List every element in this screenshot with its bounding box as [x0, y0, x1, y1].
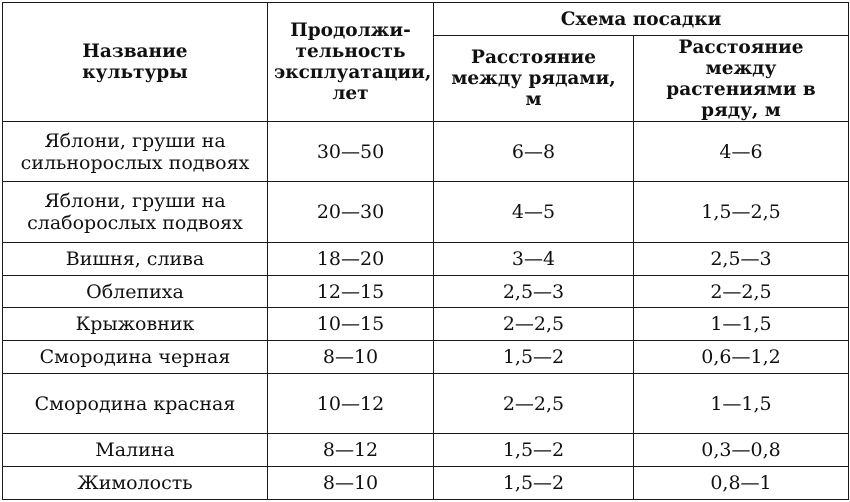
header-row-spacing: Расстояние между рядами, м [433, 35, 634, 122]
duration-cell: 10—12 [267, 372, 434, 435]
duration-cell: 8—10 [267, 340, 434, 374]
plant-spacing-cell: 0,3—0,8 [632, 433, 850, 468]
header-duration: Продолжи-тельность эксплуатации, лет [267, 2, 434, 122]
row-spacing-cell: 4—5 [433, 181, 634, 243]
row-spacing-cell: 6—8 [433, 120, 634, 183]
plant-spacing-cell: 1—1,5 [632, 372, 850, 435]
crop-name-cell: Яблони, груши на слаборослых подвоях [2, 181, 268, 243]
row-spacing-cell: 1,5—2 [433, 433, 634, 468]
table-row: Яблони, груши на сильнорослых подвоях 30… [2, 120, 850, 183]
plant-spacing-cell: 0,6—1,2 [632, 340, 850, 374]
row-spacing-cell: 2—2,5 [433, 307, 634, 342]
plant-spacing-cell: 4—6 [632, 120, 850, 183]
duration-cell: 12—15 [267, 274, 434, 309]
crop-name-cell: Смородина красная [2, 372, 268, 435]
table-row: Облепиха 12—15 2,5—3 2—2,5 [2, 274, 850, 309]
duration-cell: 8—10 [267, 466, 434, 500]
duration-cell: 20—30 [267, 181, 434, 243]
table-row: Малина 8—12 1,5—2 0,3—0,8 [2, 433, 850, 468]
plant-spacing-cell: 2,5—3 [632, 241, 850, 276]
row-spacing-cell: 1,5—2 [433, 466, 634, 500]
duration-cell: 8—12 [267, 433, 434, 468]
duration-cell: 10—15 [267, 307, 434, 342]
crop-name-cell: Жимолость [2, 466, 268, 500]
table-row: Жимолость 8—10 1,5—2 0,8—1 [2, 466, 850, 500]
plant-spacing-cell: 1—1,5 [632, 307, 850, 342]
header-crop-name: Название культуры [2, 2, 268, 122]
crop-name-cell: Крыжовник [2, 307, 268, 342]
row-spacing-cell: 2—2,5 [433, 372, 634, 435]
table-row: Вишня, слива 18—20 3—4 2,5—3 [2, 241, 850, 276]
duration-cell: 30—50 [267, 120, 434, 183]
table-row: Яблони, груши на слаборослых подвоях 20—… [2, 181, 850, 243]
crop-name-cell: Малина [2, 433, 268, 468]
header-plant-spacing: Расстояние между растениями в ряду, м [632, 35, 850, 122]
row-spacing-cell: 2,5—3 [433, 274, 634, 309]
plant-spacing-cell: 2—2,5 [632, 274, 850, 309]
crop-name-cell: Вишня, слива [2, 241, 268, 276]
table-header: Название культуры Продолжи-тельность экс… [2, 2, 850, 122]
row-spacing-cell: 3—4 [433, 241, 634, 276]
crop-name-cell: Яблони, груши на сильнорослых подвоях [2, 120, 268, 183]
table-row: Крыжовник 10—15 2—2,5 1—1,5 [2, 307, 850, 342]
crop-name-cell: Смородина черная [2, 340, 268, 374]
table-row: Смородина красная 10—12 2—2,5 1—1,5 [2, 372, 850, 435]
table-body: Яблони, груши на сильнорослых подвоях 30… [2, 120, 850, 500]
duration-cell: 18—20 [267, 241, 434, 276]
table-row: Смородина черная 8—10 1,5—2 0,6—1,2 [2, 340, 850, 374]
header-scheme: Схема посадки [432, 2, 850, 36]
plant-spacing-cell: 0,8—1 [632, 466, 850, 500]
row-spacing-cell: 1,5—2 [433, 340, 634, 374]
crop-name-cell: Облепиха [2, 274, 268, 309]
plant-spacing-cell: 1,5—2,5 [632, 181, 850, 243]
